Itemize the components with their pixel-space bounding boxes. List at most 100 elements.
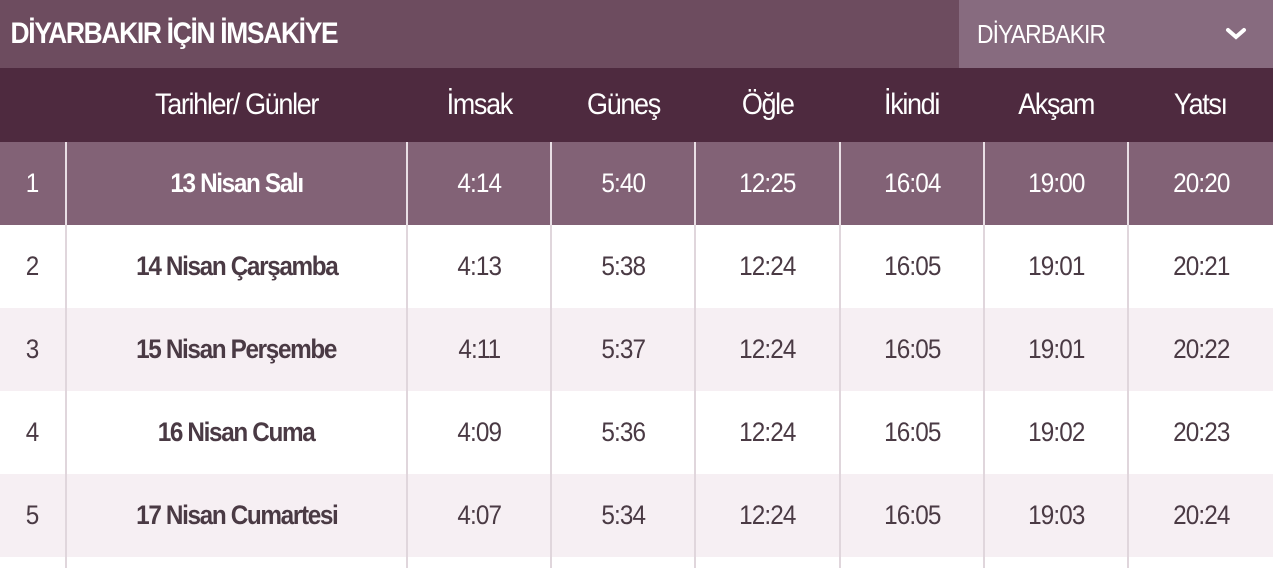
cell-no: 3 <box>0 308 66 391</box>
cell-ikindi-text: 16:05 <box>883 417 941 447</box>
cell-imsak-text: 4:09 <box>457 417 502 447</box>
cell-aksam-text: 19:03 <box>1027 500 1085 530</box>
column-header-date: Tarihler/ Günler <box>66 68 407 142</box>
cell-gunes-text: 5:36 <box>601 417 646 447</box>
cell-ikindi: 16:05 <box>839 308 984 391</box>
cell-ikindi-text: 16:05 <box>883 500 941 530</box>
cell-date: 13 Nisan Salı <box>65 142 407 225</box>
cell-yatsi: 20:21 <box>1127 225 1273 308</box>
empty-cell <box>65 557 407 568</box>
column-header-ogle: Öğle <box>695 68 840 142</box>
cell-date: 16 Nisan Cuma <box>65 391 407 474</box>
cell-yatsi-text: 20:21 <box>1172 251 1230 281</box>
column-header-no <box>0 68 66 142</box>
prayer-times-table: Tarihler/ Günler İmsak Güneş Öğle İkindi Akşa… <box>0 68 1273 568</box>
cell-ogle: 12:24 <box>694 308 840 391</box>
cell-no: 4 <box>0 391 66 474</box>
cell-imsak: 4:09 <box>406 391 551 474</box>
cell-gunes: 5:34 <box>550 474 695 557</box>
table-row: 5 17 Nisan Cumartesi 4:07 5:34 12:24 16:05 19:… <box>0 474 1273 557</box>
empty-cell <box>839 557 984 568</box>
cell-imsak-text: 4:11 <box>458 334 501 364</box>
empty-cell <box>983 557 1128 568</box>
cell-no: 2 <box>0 225 66 308</box>
chevron-down-icon <box>1226 28 1246 40</box>
column-header-label: İkindi <box>884 88 941 121</box>
cell-aksam-text: 19:01 <box>1027 334 1085 364</box>
cell-imsak-text: 4:13 <box>457 251 502 281</box>
cell-no-text: 1 <box>26 168 40 198</box>
cell-yatsi: 20:22 <box>1127 308 1273 391</box>
cell-ogle-text: 12:24 <box>739 417 796 447</box>
cell-aksam: 19:03 <box>983 474 1128 557</box>
cell-date: 15 Nisan Perşembe <box>65 308 407 391</box>
cell-yatsi-text: 20:22 <box>1172 334 1230 364</box>
cell-aksam-text: 19:00 <box>1027 168 1085 198</box>
cell-ogle: 12:24 <box>694 225 840 308</box>
cell-no: 5 <box>0 474 66 557</box>
cell-yatsi-text: 20:20 <box>1172 168 1230 198</box>
cell-ogle: 12:24 <box>694 391 840 474</box>
column-header-label: Yatsı <box>1174 88 1228 121</box>
cell-aksam: 19:01 <box>983 308 1128 391</box>
cell-gunes-text: 5:40 <box>601 168 646 198</box>
cell-date-text: 13 Nisan Salı <box>170 168 304 198</box>
empty-cell <box>406 557 551 568</box>
cell-yatsi-text: 20:23 <box>1172 417 1230 447</box>
cell-ogle-text: 12:24 <box>739 251 796 281</box>
cell-no: 1 <box>0 142 66 225</box>
cell-aksam-text: 19:02 <box>1027 417 1085 447</box>
cell-yatsi: 20:20 <box>1127 142 1273 225</box>
column-header-label: Öğle <box>741 88 795 121</box>
cell-ogle-text: 12:24 <box>739 500 796 530</box>
empty-cell <box>0 557 66 568</box>
empty-cell <box>550 557 695 568</box>
cell-ikindi: 16:05 <box>839 391 984 474</box>
cell-date: 14 Nisan Çarşamba <box>65 225 407 308</box>
column-header-aksam: Akşam <box>984 68 1128 142</box>
cell-no-text: 4 <box>26 417 40 447</box>
cell-imsak-text: 4:07 <box>457 500 502 530</box>
cell-date-text: 15 Nisan Perşembe <box>136 334 338 364</box>
cell-yatsi-text: 20:24 <box>1172 500 1230 530</box>
cell-imsak: 4:14 <box>406 142 551 225</box>
cell-ikindi: 16:04 <box>839 142 984 225</box>
empty-cell <box>694 557 840 568</box>
cell-ikindi: 16:05 <box>839 225 984 308</box>
column-header-label: Tarihler/ Günler <box>155 88 319 121</box>
cell-ogle-text: 12:25 <box>739 168 796 198</box>
cell-gunes: 5:40 <box>550 142 695 225</box>
table-row-partial <box>0 557 1273 568</box>
cell-aksam: 19:00 <box>983 142 1128 225</box>
cell-no-text: 5 <box>26 500 40 530</box>
cell-ikindi-text: 16:04 <box>883 168 941 198</box>
column-header-imsak: İmsak <box>407 68 551 142</box>
city-select[interactable]: DİYARBAKIR <box>959 0 1273 68</box>
cell-yatsi: 20:24 <box>1127 474 1273 557</box>
cell-aksam: 19:02 <box>983 391 1128 474</box>
column-header-yatsi: Yatsı <box>1128 68 1273 142</box>
cell-ogle: 12:25 <box>694 142 840 225</box>
cell-date: 17 Nisan Cumartesi <box>65 474 407 557</box>
cell-gunes-text: 5:37 <box>601 334 646 364</box>
column-header-ikindi: İkindi <box>840 68 984 142</box>
table-row: 2 14 Nisan Çarşamba 4:13 5:38 12:24 16:05 19:0… <box>0 225 1273 308</box>
cell-ikindi-text: 16:05 <box>883 334 941 364</box>
cell-date-text: 14 Nisan Çarşamba <box>135 251 339 281</box>
cell-imsak: 4:11 <box>406 308 551 391</box>
cell-no-text: 2 <box>26 251 40 281</box>
city-select-value: DİYARBAKIR <box>977 18 1106 49</box>
column-header-label: Akşam <box>1018 88 1095 121</box>
cell-no-text: 3 <box>26 334 40 364</box>
empty-cell <box>1127 557 1273 568</box>
page-title: DİYARBAKIR İÇİN İMSAKİYE <box>10 17 339 50</box>
cell-date-text: 16 Nisan Cuma <box>158 417 316 447</box>
cell-ikindi-text: 16:05 <box>883 251 941 281</box>
cell-ogle-text: 12:24 <box>739 334 796 364</box>
cell-aksam: 19:01 <box>983 225 1128 308</box>
column-header-gunes: Güneş <box>551 68 695 142</box>
cell-ogle: 12:24 <box>694 474 840 557</box>
table-row: 4 16 Nisan Cuma 4:09 5:36 12:24 16:05 19:02 20:… <box>0 391 1273 474</box>
cell-date-text: 17 Nisan Cumartesi <box>135 500 339 530</box>
cell-gunes: 5:36 <box>550 391 695 474</box>
